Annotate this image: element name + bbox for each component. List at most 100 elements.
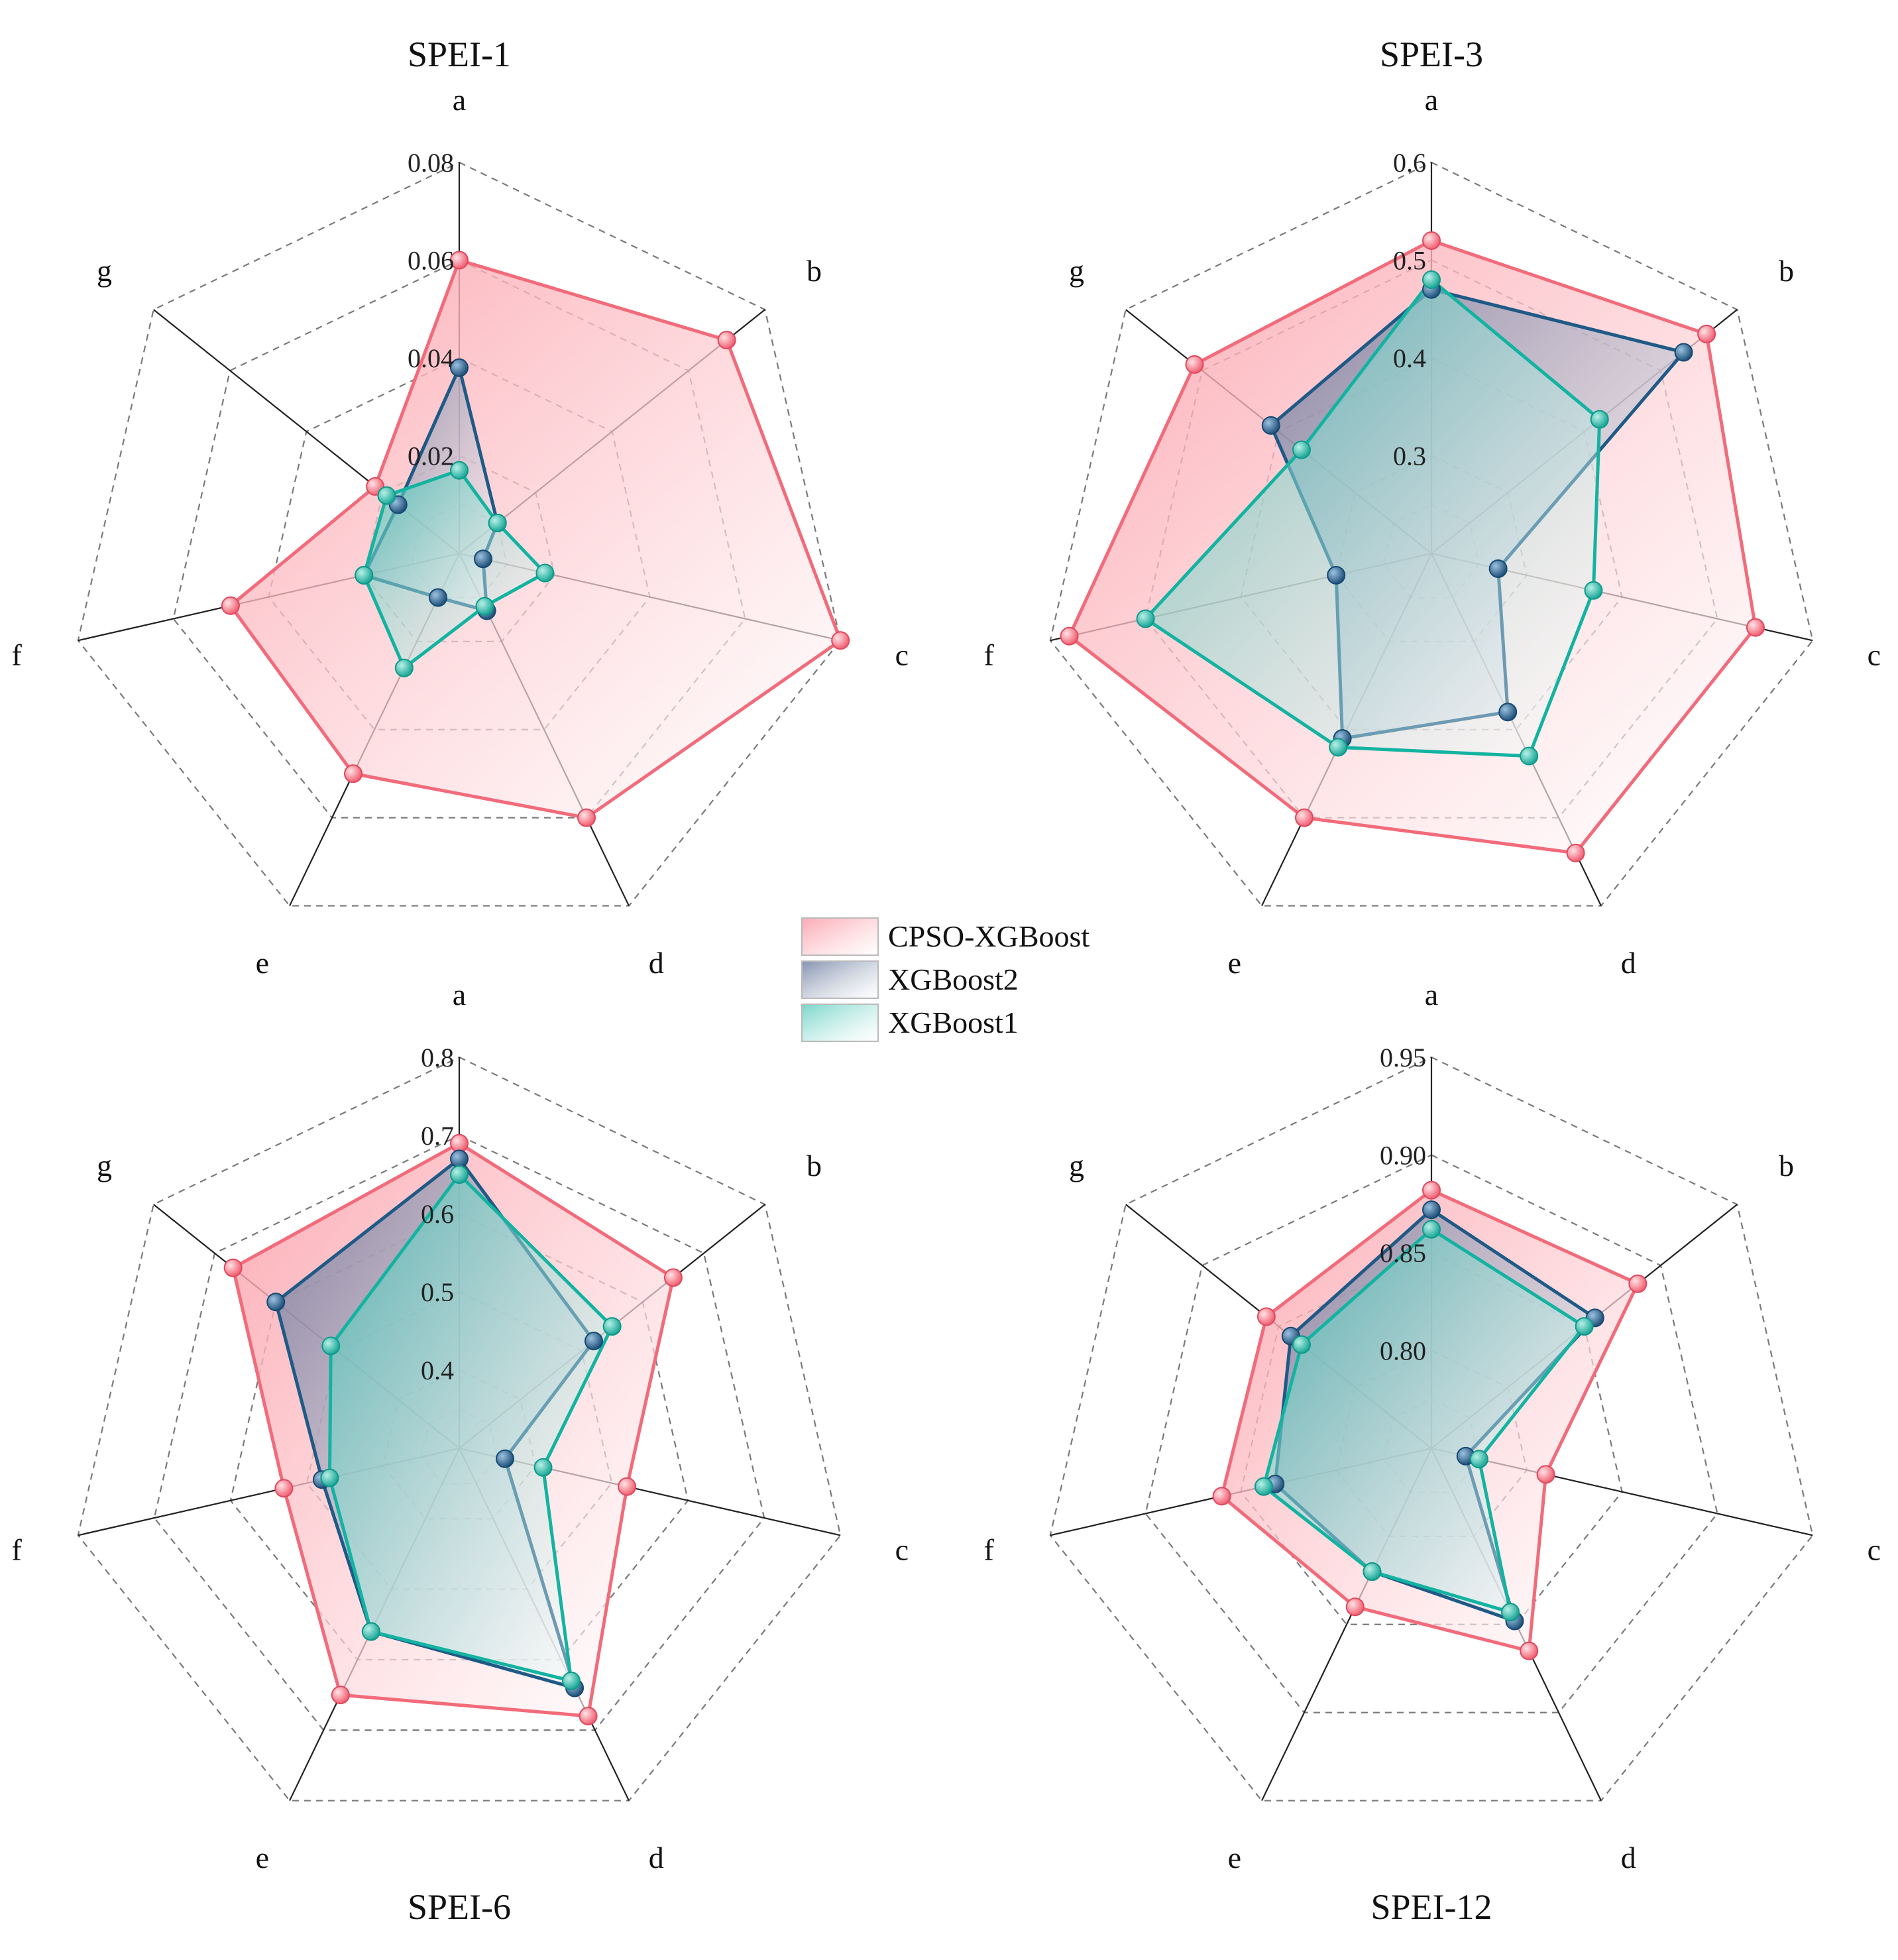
axis-label-d: d [1621,946,1636,980]
data-point-cpso-xgboost [1746,618,1765,637]
data-point-xgboost1 [1575,1317,1594,1336]
legend-label-xgboost1: XGBoost1 [888,1006,1019,1039]
axis-label-b: b [807,1149,822,1182]
legend-swatch-xgboost2 [801,960,879,999]
data-point-xgboost2 [1488,559,1508,578]
data-point-cpso-xgboost [1185,355,1204,374]
radar-panel-spei-3: 0.3 0.4 0.5 0.6 a b c d e f g SPEI-3 [984,34,1881,980]
data-point-xgboost1 [1584,581,1603,600]
axis-label-a: a [453,978,466,1011]
tick-label: 0.3 [1393,441,1426,471]
data-point-xgboost1 [355,565,374,585]
data-point-xgboost2 [1327,565,1346,585]
data-point-xgboost1 [1590,410,1609,429]
panel-title: SPEI-12 [1370,1887,1492,1927]
data-point-cpso-xgboost [344,764,363,783]
data-point-cpso-xgboost [1256,1307,1276,1326]
data-point-xgboost1 [377,486,396,505]
axis-label-c: c [895,1532,909,1566]
data-point-xgboost2 [266,1293,286,1312]
data-point-xgboost2 [496,1449,515,1468]
data-point-xgboost1 [1469,1450,1488,1469]
data-point-xgboost1 [394,658,414,677]
grid-ring [153,1134,765,1731]
radar-panel-spei-1: 0.02 0.04 0.06 0.08 a b c d e f g SPEI-1 [12,34,909,980]
tick-label: 0.5 [421,1277,454,1307]
data-point-cpso-xgboost [223,1258,243,1277]
data-point-cpso-xgboost [1345,1597,1365,1617]
data-point-xgboost1 [1501,1603,1520,1622]
data-point-xgboost2 [450,358,469,377]
data-point-xgboost2 [1674,343,1693,362]
panel-title: SPEI-3 [1380,34,1483,74]
series-area-xgboost1 [1144,278,1602,758]
axis-label-g: g [1069,254,1084,288]
data-point-cpso-xgboost [577,808,596,827]
data-point-xgboost1 [488,514,507,533]
grid-ring [1144,1154,1718,1713]
data-point-cpso-xgboost [831,631,850,650]
axis-label-f: f [12,638,23,671]
tick-label: 0.06 [408,246,454,276]
axis-label-d: d [649,1841,664,1874]
tick-label: 0.90 [1380,1141,1426,1171]
data-point-xgboost1 [535,563,555,583]
tick-label: 0.85 [1380,1238,1426,1268]
data-point-cpso-xgboost [579,1706,598,1725]
legend-label-cpso-xgboost: CPSO-XGBoost [888,919,1089,953]
data-point-xgboost1 [533,1458,553,1477]
axis-label-g: g [97,1149,112,1182]
data-point-xgboost1 [1422,1220,1441,1239]
data-point-cpso-xgboost [1422,1181,1441,1200]
data-point-cpso-xgboost [1060,626,1079,646]
axis-label-f: f [984,1532,995,1566]
data-point-cpso-xgboost [663,1268,683,1287]
legend-label-xgboost2: XGBoost2 [888,962,1019,996]
tick-label: 0.04 [408,343,454,373]
tick-label: 0.6 [421,1199,454,1229]
data-point-xgboost1 [1422,270,1441,289]
grid-ring [77,1056,842,1802]
grid-ring [77,161,842,907]
panel-title: SPEI-6 [408,1887,511,1927]
data-point-xgboost1 [361,1622,380,1641]
data-point-cpso-xgboost [1697,324,1716,343]
data-point-xgboost1 [1520,746,1539,766]
axis-label-c: c [1868,1532,1881,1566]
data-point-cpso-xgboost [221,596,240,615]
data-point-xgboost2 [584,1332,603,1351]
tick-label: 0.4 [421,1355,454,1385]
series-area-xgboost1 [362,469,547,670]
data-point-xgboost1 [1329,738,1348,757]
axis-label-g: g [1069,1149,1084,1182]
data-point-xgboost1 [320,1468,339,1487]
axis-label-e: e [256,1841,269,1874]
data-point-cpso-xgboost [274,1479,294,1498]
axis-label-b: b [807,254,822,288]
series-area-xgboost1 [327,1173,614,1683]
tick-label: 0.95 [1380,1043,1426,1072]
data-point-xgboost1 [1292,440,1311,459]
axis-label-b: b [1779,254,1794,288]
data-point-xgboost1 [1254,1477,1273,1496]
legend-swatch-xgboost1 [801,1004,879,1042]
legend-item-xgboost2: XGBoost2 [801,960,1019,999]
data-point-cpso-xgboost [1566,843,1585,862]
axis-label-b: b [1779,1149,1794,1182]
radar-panel-spei-12: 0.80 0.85 0.90 0.95 a b c d e f g SPEI-12 [984,978,1881,1927]
data-point-xgboost2 [1261,416,1280,435]
axis-label-c: c [1868,638,1881,671]
data-point-xgboost1 [475,597,494,616]
data-point-xgboost1 [602,1317,622,1336]
axis-label-e: e [256,946,269,980]
data-point-cpso-xgboost [1422,231,1441,250]
legend-swatch-cpso-xgboost [801,917,879,956]
data-point-cpso-xgboost [1628,1274,1647,1293]
tick-label: 0.08 [408,148,454,178]
tick-label: 0.5 [1393,246,1426,276]
panel-title: SPEI-1 [408,34,511,74]
axis-label-d: d [649,946,664,980]
data-point-cpso-xgboost [717,331,736,350]
axis-label-e: e [1228,946,1241,980]
